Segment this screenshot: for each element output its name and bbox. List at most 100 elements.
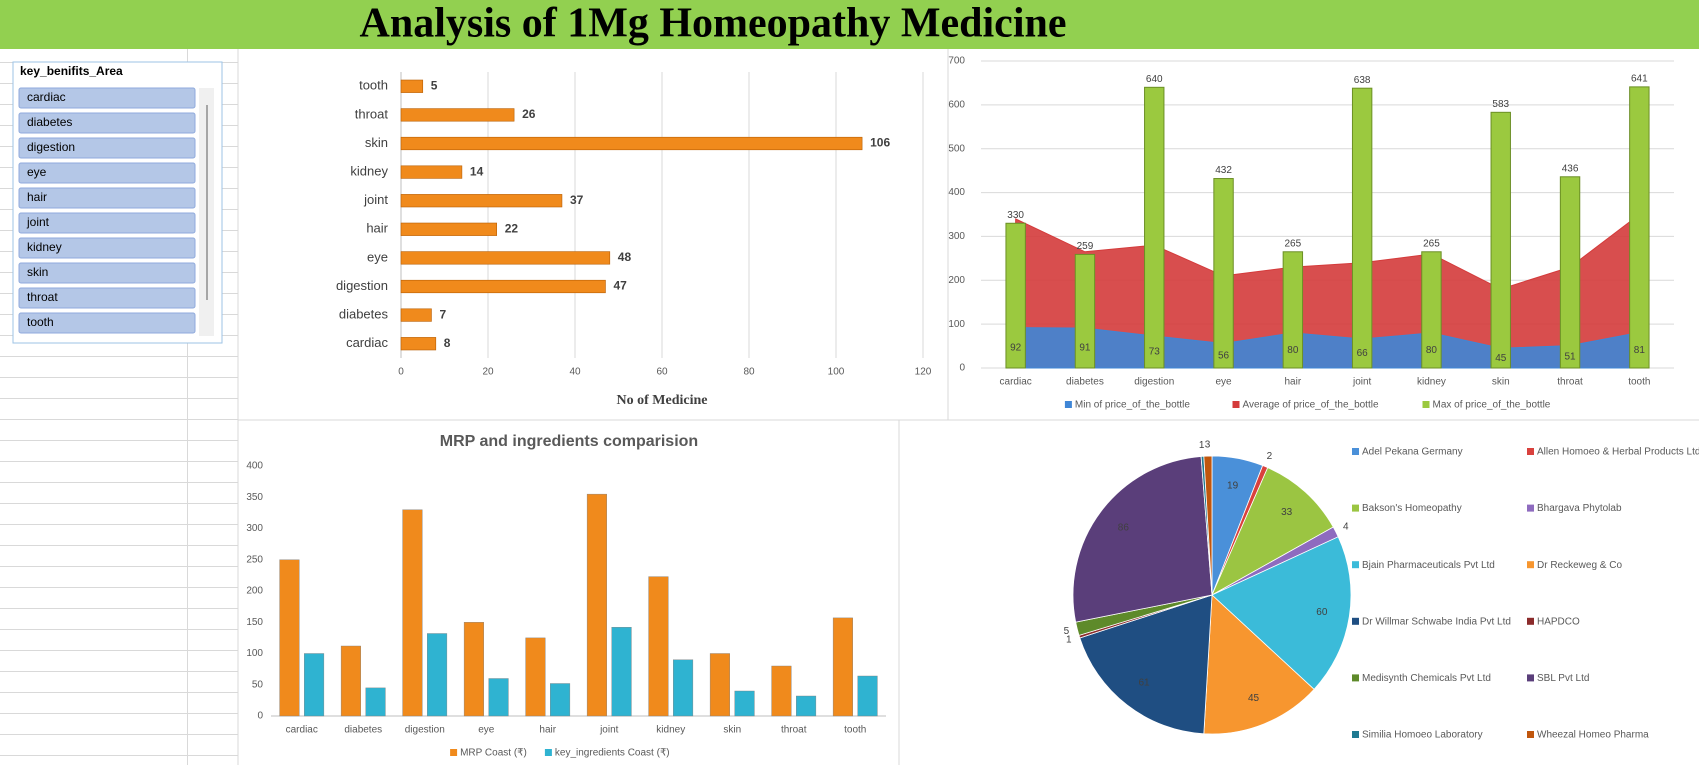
x-tick-label: joint: [599, 725, 619, 736]
y-tick-label: cardiac: [346, 335, 388, 350]
value-label: 91: [1079, 343, 1091, 354]
slicer-item-label[interactable]: skin: [27, 265, 48, 279]
bar: [488, 678, 509, 717]
bar: [400, 337, 437, 351]
slicer-item[interactable]: [18, 187, 196, 209]
slicer-item-label[interactable]: hair: [27, 190, 47, 204]
legend-label: SBL Pvt Ltd: [1537, 673, 1589, 684]
slicer-item[interactable]: [18, 137, 196, 159]
slicer-item[interactable]: [18, 212, 196, 234]
bar: [771, 665, 792, 717]
x-tick-label: 40: [569, 367, 581, 378]
y-tick-label: hair: [366, 221, 388, 236]
legend-label: Min of price_of_the_bottle: [1075, 400, 1191, 411]
slicer-item[interactable]: [18, 87, 196, 109]
value-label: 330: [1007, 210, 1024, 221]
y-tick-label: 400: [948, 187, 965, 198]
x-axis-title: No of Medicine: [617, 393, 708, 408]
value-label: 47: [613, 279, 627, 293]
x-tick-label: cardiac: [286, 725, 318, 736]
y-tick-label: 400: [246, 461, 263, 472]
slicer-item-label[interactable]: throat: [27, 290, 58, 304]
bar: [611, 627, 632, 717]
bar: [304, 653, 325, 717]
value-label: 640: [1146, 74, 1163, 85]
slicer-item-label[interactable]: eye: [27, 165, 47, 179]
x-tick-label: cardiac: [1000, 377, 1032, 388]
x-tick-label: tooth: [844, 725, 866, 736]
y-tick-label: diabetes: [339, 307, 389, 322]
x-tick-label: joint: [1352, 377, 1372, 388]
legend-swatch: [1422, 401, 1430, 408]
legend-swatch: [1527, 617, 1534, 625]
slicer-item[interactable]: [18, 312, 196, 334]
slicer-title: key_benifits_Area: [20, 64, 123, 78]
y-tick-label: 300: [246, 523, 263, 534]
slicer-item[interactable]: [18, 237, 196, 259]
bar: [796, 695, 817, 717]
bar: [279, 559, 300, 717]
slicer-item-label[interactable]: cardiac: [27, 90, 66, 104]
slicer-item[interactable]: [18, 162, 196, 184]
bar: [1074, 253, 1096, 369]
y-tick-label: 0: [257, 711, 263, 722]
bar: [1213, 178, 1234, 369]
legend-label: Bhargava Phytolab: [1537, 503, 1622, 514]
value-label: 641: [1631, 74, 1648, 85]
bar: [400, 79, 424, 93]
legend-label: Dr Willmar Schwabe India Pvt Ltd: [1362, 616, 1511, 627]
x-tick-label: 60: [656, 367, 668, 378]
y-tick-label: 700: [948, 56, 965, 67]
slicer-item-label[interactable]: digestion: [27, 140, 75, 154]
legend-swatch: [1232, 401, 1240, 408]
bar: [365, 687, 386, 717]
legend-swatch: [1352, 617, 1359, 625]
value-label: 37: [570, 193, 584, 207]
y-tick-label: skin: [365, 135, 388, 150]
bar: [525, 637, 546, 717]
pie-slice: [1203, 455, 1213, 596]
bar: [400, 251, 611, 265]
legend-swatch: [1527, 731, 1534, 738]
legend-label: Bjain Pharmaceuticals Pvt Ltd: [1362, 560, 1495, 571]
y-tick-label: 200: [948, 275, 965, 286]
slicer-item-label[interactable]: joint: [26, 215, 50, 229]
y-tick-label: 300: [948, 231, 965, 242]
bar: [832, 617, 853, 717]
pie-slice: [1203, 594, 1315, 735]
bar: [340, 645, 361, 717]
slicer-item[interactable]: [18, 262, 196, 284]
slice-label: 45: [1248, 693, 1260, 704]
x-tick-label: 0: [398, 367, 404, 378]
bar: [1144, 86, 1165, 369]
value-label: 265: [1285, 238, 1302, 249]
value-label: 5: [431, 78, 438, 92]
x-tick-label: 80: [743, 367, 755, 378]
header-bar: [0, 0, 1699, 49]
slicer-item[interactable]: [18, 112, 196, 134]
slice-label: 3: [1205, 440, 1211, 451]
pie-slice: [1072, 455, 1213, 623]
slice-label: 5: [1064, 626, 1070, 637]
page-title: Analysis of 1Mg Homeopathy Medicine: [360, 1, 1067, 47]
slicer-item[interactable]: [18, 287, 196, 309]
value-label: 26: [522, 107, 536, 121]
value-label: 583: [1492, 99, 1509, 110]
bar: [857, 675, 878, 717]
y-tick-label: 100: [246, 648, 263, 659]
value-label: 92: [1010, 342, 1022, 353]
y-tick-label: 250: [246, 554, 263, 565]
value-label: 638: [1354, 75, 1371, 86]
y-tick-label: 350: [246, 492, 263, 503]
slice-label: 60: [1316, 607, 1328, 618]
pie-slice: [1211, 536, 1352, 690]
legend-label: Max of price_of_the_bottle: [1433, 400, 1551, 411]
slicer-item-label[interactable]: diabetes: [27, 115, 72, 129]
value-label: 265: [1423, 238, 1440, 249]
value-label: 66: [1357, 348, 1369, 359]
bar: [400, 194, 563, 208]
slicer-item-label[interactable]: tooth: [27, 315, 54, 329]
legend-swatch: [1527, 504, 1534, 512]
slicer-item-label[interactable]: kidney: [27, 240, 62, 254]
